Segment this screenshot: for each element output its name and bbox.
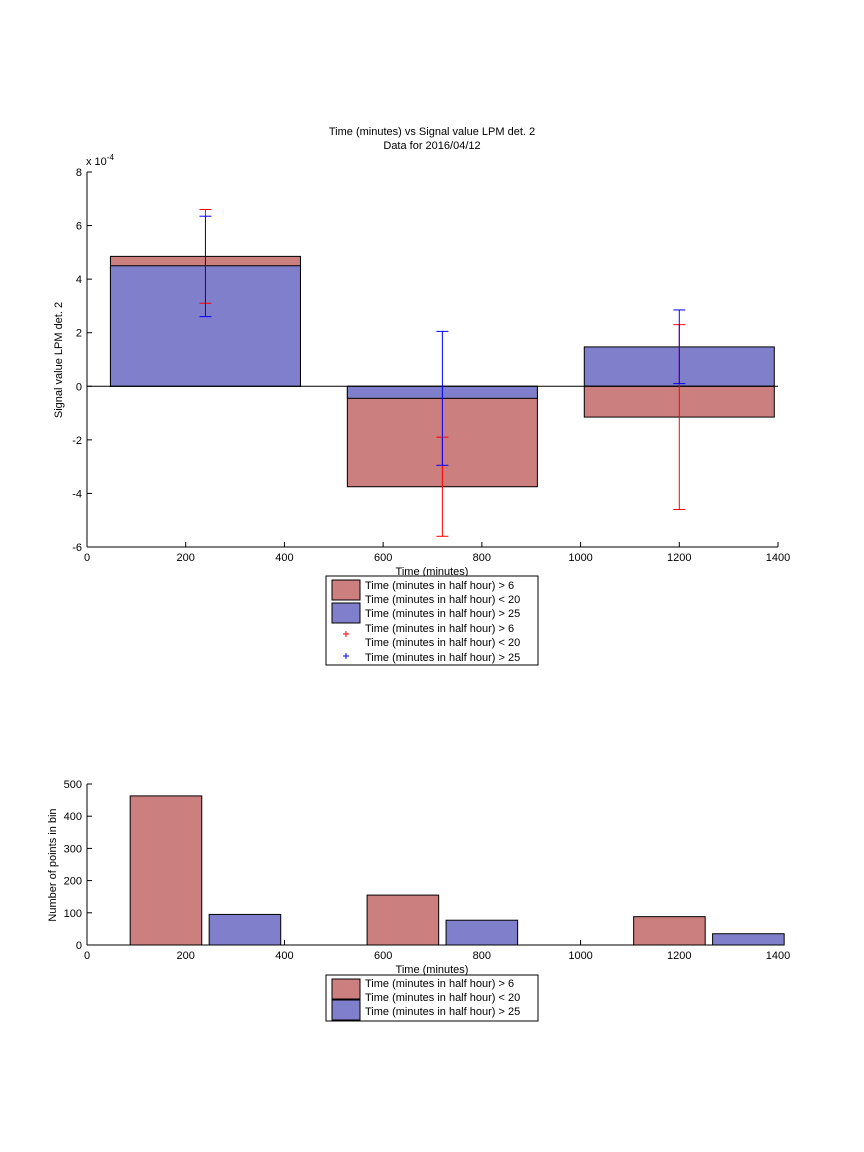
bottom-legend: Time (minutes in half hour) > 6 Time (min… <box>325 974 539 1022</box>
y-tick-label: 8 <box>76 167 82 179</box>
bottom-plot-area: 0 200 400 600 800 1000 1200 1400 0 100 200 300 400 50… <box>64 779 791 962</box>
count-bar-series1 <box>366 894 440 946</box>
y-tick-label: 4 <box>76 274 82 286</box>
legend-label: Time (minutes in half hour) < 20 <box>365 992 520 1004</box>
legend-label: Time (minutes in half hour) > 25 <box>365 1006 520 1018</box>
top-x-axis-label: Time (minutes) <box>396 566 469 578</box>
count-bar-series1 <box>633 916 706 946</box>
x-tick-label: 0 <box>84 552 90 564</box>
x-tick-label: 600 <box>374 552 392 564</box>
y-tick-label: 100 <box>64 908 82 920</box>
x-tick-label: 1200 <box>667 552 691 564</box>
bottom-x-axis-label: Time (minutes) <box>396 964 469 976</box>
legend-swatch <box>331 978 361 1000</box>
top-plot-area: 0 200 400 600 800 1000 1200 1400 -6 -4 -2 0 2 4 6 8 <box>72 167 790 564</box>
y-tick-label: 400 <box>64 811 82 823</box>
chart-subtitle: Data for 2016/04/12 <box>383 140 480 152</box>
bottom-y-axis-label: Number of points in bin <box>47 808 59 921</box>
count-bar-series2 <box>445 919 519 946</box>
top-y-axis-label: Signal value LPM det. 2 <box>53 302 65 418</box>
y-tick-label: 6 <box>76 221 82 233</box>
legend-swatch <box>331 999 361 1021</box>
x-tick-label: 800 <box>473 552 491 564</box>
y-exponent-label: x 10-4 <box>86 153 114 168</box>
top-legend: Time (minutes in half hour) > 6 Time (min… <box>325 575 539 666</box>
legend-swatch <box>331 579 361 601</box>
x-tick-label: 400 <box>275 552 293 564</box>
y-tick-label: 300 <box>64 843 82 855</box>
x-tick-label: 200 <box>177 552 195 564</box>
x-tick-label: 1000 <box>568 950 592 962</box>
legend-label: Time (minutes in half hour) > 6 <box>365 978 514 990</box>
legend-label: Time (minutes in half hour) < 20 <box>365 594 520 606</box>
legend-swatch <box>331 602 361 624</box>
legend-box <box>325 575 539 666</box>
count-bar-series1 <box>129 795 203 946</box>
legend-box <box>325 974 539 1022</box>
y-tick-label: 500 <box>64 779 82 791</box>
x-tick-label: 200 <box>177 950 195 962</box>
legend-label: Time (minutes in half hour) > 6 <box>365 623 514 635</box>
legend-label: Time (minutes in half hour) > 25 <box>365 652 520 664</box>
count-bar-series2 <box>712 933 785 946</box>
x-tick-label: 400 <box>275 950 293 962</box>
y-tick-label: -2 <box>72 435 82 447</box>
x-tick-label: 1000 <box>568 552 592 564</box>
x-tick-label: 0 <box>84 950 90 962</box>
x-tick-label: 800 <box>473 950 491 962</box>
x-tick-label: 600 <box>374 950 392 962</box>
x-tick-label: 1200 <box>667 950 691 962</box>
y-tick-label: -6 <box>72 542 82 554</box>
count-bar-series2 <box>208 913 282 946</box>
y-tick-label: -4 <box>72 488 82 500</box>
legend-label: Time (minutes in half hour) < 20 <box>365 637 520 649</box>
y-tick-label: 0 <box>76 940 82 952</box>
y-tick-label: 0 <box>76 381 82 393</box>
x-tick-label: 1400 <box>766 552 790 564</box>
legend-label: Time (minutes in half hour) > 25 <box>365 608 520 620</box>
y-tick-label: 200 <box>64 876 82 888</box>
y-tick-label: 2 <box>76 328 82 340</box>
legend-label: Time (minutes in half hour) > 6 <box>365 580 514 592</box>
y-exponent-base: x 10 <box>86 156 107 168</box>
x-tick-label: 1400 <box>766 950 790 962</box>
y-exponent-power: -4 <box>107 153 115 162</box>
chart-title: Time (minutes) vs Signal value LPM det. … <box>329 126 535 138</box>
